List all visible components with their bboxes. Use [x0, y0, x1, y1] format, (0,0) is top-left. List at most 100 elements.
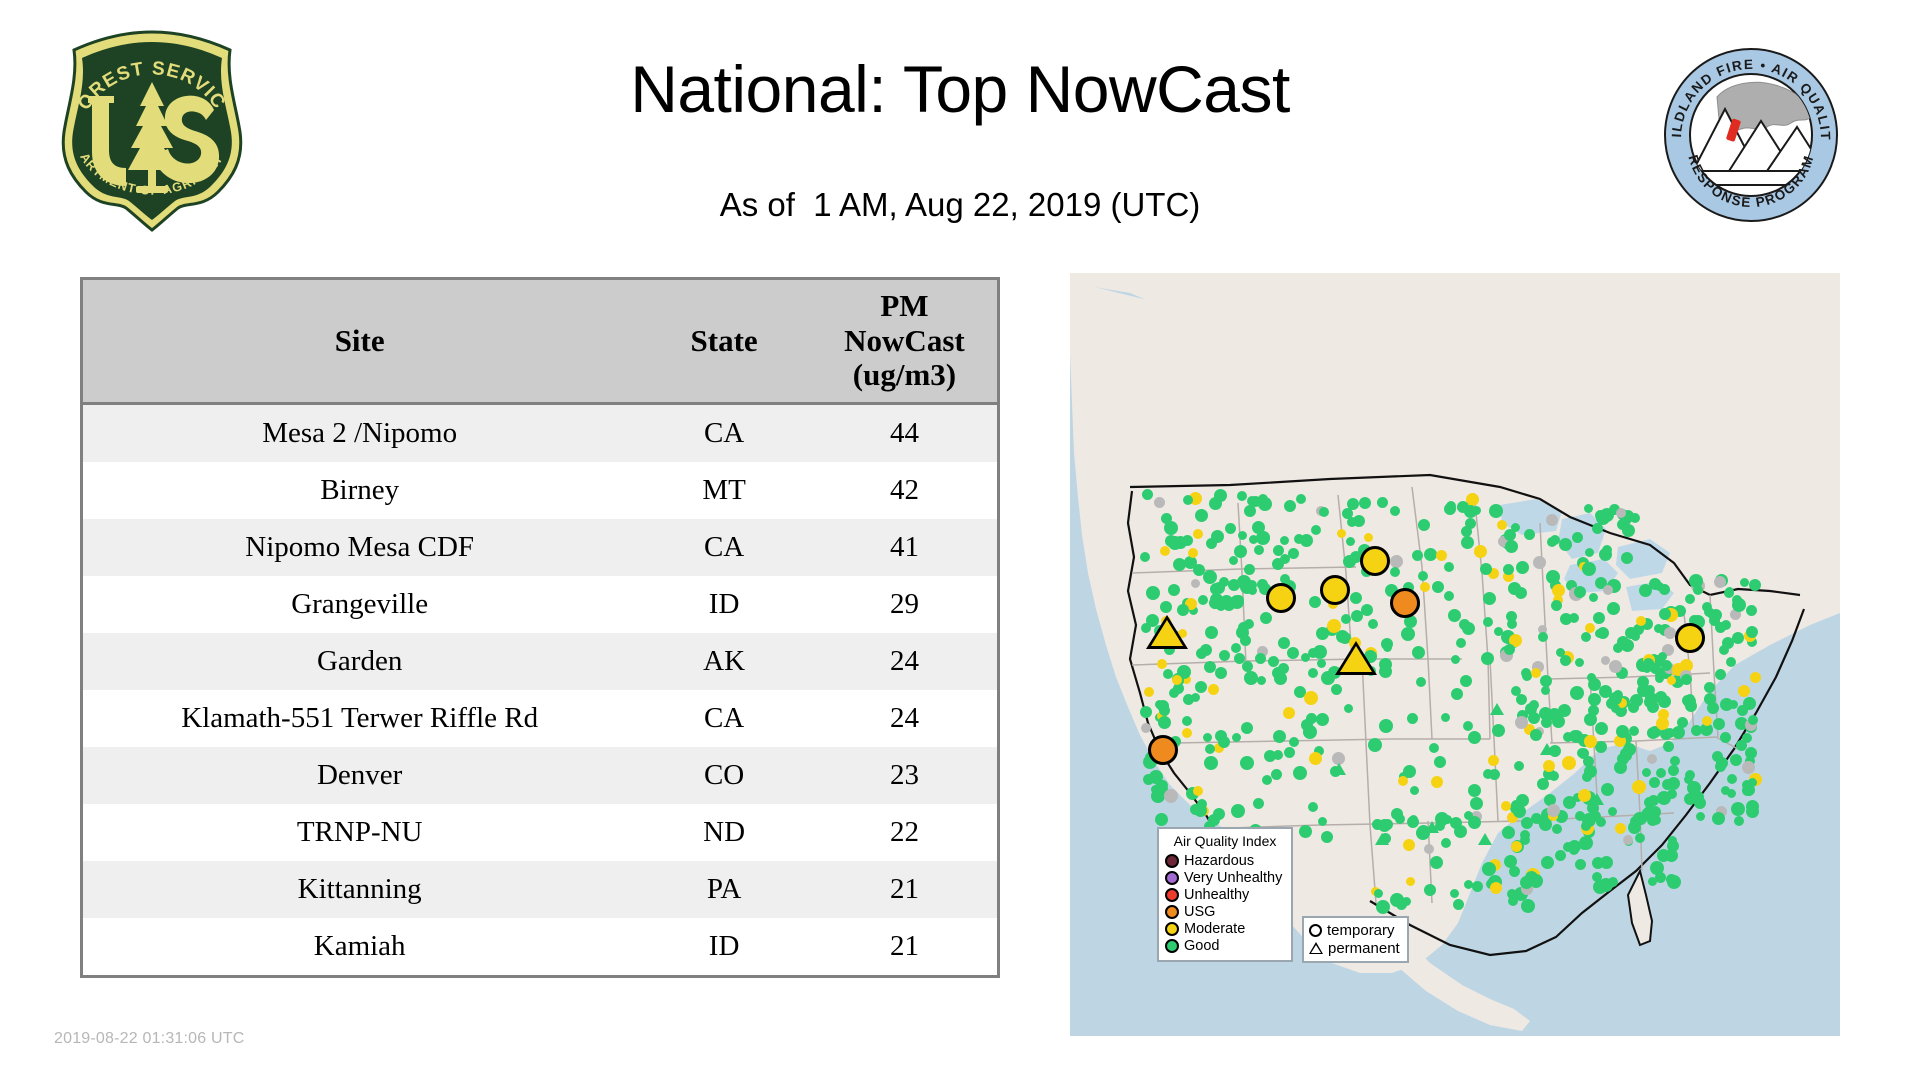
highlighted-temporary-monitor[interactable]	[1360, 546, 1390, 576]
highlighted-permanent-monitor[interactable]	[1335, 641, 1377, 675]
monitor-dot	[1233, 653, 1245, 665]
monitor-dot	[1341, 507, 1353, 519]
monitor-dot	[1460, 536, 1474, 550]
monitor-dot	[1209, 596, 1222, 609]
monitor-dot	[1244, 564, 1256, 576]
monitor-dot	[1309, 595, 1322, 608]
monitor-dot	[1350, 610, 1363, 623]
monitor-dot	[1593, 611, 1606, 624]
monitor-dot	[1668, 765, 1679, 777]
monitor-dot	[1244, 504, 1257, 517]
aqi-legend-row: Hazardous	[1165, 852, 1285, 869]
monitor-dot	[1593, 880, 1608, 895]
monitor-dot	[1162, 669, 1173, 679]
monitor-dot	[1173, 683, 1184, 695]
highlighted-temporary-monitor[interactable]	[1320, 575, 1350, 605]
monitor-dot	[1560, 613, 1573, 626]
map-panel[interactable]	[1070, 273, 1840, 1036]
monitor-dot	[1342, 555, 1356, 569]
monitor-dot	[1374, 889, 1384, 898]
monitor-dot	[1254, 545, 1265, 555]
table-row[interactable]: Birney MT 42	[81, 462, 999, 519]
monitor-dot	[1530, 728, 1543, 741]
monitor-dot	[1272, 544, 1284, 556]
monitor-dot	[1597, 511, 1610, 524]
monitor-triangle	[1540, 743, 1554, 755]
monitor-dot	[1657, 709, 1669, 721]
monitor-dot	[1287, 547, 1299, 559]
monitor-dot	[1417, 570, 1428, 581]
monitor-dot	[1523, 723, 1535, 735]
monitor-dot	[1482, 591, 1496, 605]
highlighted-permanent-monitor[interactable]	[1146, 615, 1188, 649]
monitor-dot	[1461, 525, 1473, 537]
monitor-dot	[1197, 799, 1207, 810]
highlighted-temporary-monitor[interactable]	[1266, 583, 1296, 613]
table-row[interactable]: Denver CO 23	[81, 747, 999, 804]
pm-nowcast-cell: 24	[811, 633, 999, 690]
monitor-dot	[1148, 770, 1163, 785]
monitor-dot	[1666, 676, 1676, 685]
table-row[interactable]: Mesa 2 /Nipomo CA 44	[81, 403, 999, 462]
table-row[interactable]: Nipomo Mesa CDF CA 41	[81, 519, 999, 576]
monitor-dot	[1395, 814, 1406, 824]
monitor-dot	[1315, 627, 1329, 641]
monitor-dot	[1448, 609, 1462, 623]
monitor-dot	[1182, 495, 1193, 506]
monitor-dot	[1651, 815, 1662, 826]
monitor-dot	[1747, 715, 1758, 726]
wildland-fire-air-quality-seal-logo: WILDLAND FIRE • AIR QUALITY RESPONSE PRO…	[1656, 35, 1839, 223]
monitor-dot	[1615, 823, 1627, 834]
monitor-dot	[1390, 567, 1401, 578]
monitor-dot	[1496, 520, 1507, 530]
monitor-dot	[1181, 535, 1193, 547]
monitor-dot	[1193, 786, 1204, 797]
monitor-dot	[1620, 639, 1634, 653]
monitor-dot	[1424, 883, 1437, 896]
monitor-dot	[1379, 718, 1394, 733]
monitor-dot	[1684, 593, 1695, 604]
monitor-dot	[1450, 889, 1460, 899]
monitor-dot	[1249, 496, 1261, 508]
monitor-dot	[1558, 703, 1571, 717]
table-row[interactable]: Grangeville ID 29	[81, 576, 999, 633]
monitor-dot	[1368, 619, 1379, 630]
monitor-dot	[1234, 594, 1245, 605]
monitor-dot	[1318, 817, 1328, 827]
monitor-dot	[1567, 840, 1581, 854]
monitor-dot	[1696, 812, 1706, 822]
monitor-dot	[1745, 746, 1757, 759]
monitor-dot	[1295, 494, 1306, 504]
monitor-dot	[1649, 776, 1661, 788]
monitor-dot	[1551, 600, 1563, 611]
highlighted-temporary-monitor[interactable]	[1675, 623, 1705, 653]
table-row[interactable]: Kamiah ID 21	[81, 918, 999, 977]
monitor-dot	[1537, 777, 1550, 790]
monitor-dot	[1647, 877, 1657, 886]
monitor-dot	[1218, 650, 1230, 662]
monitor-dot	[1430, 776, 1443, 789]
monitor-dot	[1358, 497, 1371, 509]
monitor-dot	[1731, 598, 1746, 613]
highlighted-temporary-monitor[interactable]	[1390, 588, 1420, 618]
monitor-dot	[1688, 573, 1703, 588]
monitor-dot	[1480, 651, 1494, 665]
table-row[interactable]: TRNP-NU ND 22	[81, 804, 999, 861]
monitor-dot	[1712, 750, 1724, 762]
table-row[interactable]: Klamath-551 Terwer Riffle Rd CA 24	[81, 690, 999, 747]
monitor-dot	[1307, 668, 1318, 678]
monitor-dot	[1214, 730, 1227, 742]
monitor-dot	[1227, 579, 1240, 591]
table-row[interactable]: Kittanning PA 21	[81, 861, 999, 918]
highlighted-temporary-monitor[interactable]	[1148, 735, 1178, 765]
site-cell: Klamath-551 Terwer Riffle Rd	[81, 690, 637, 747]
monitor-dot	[1647, 727, 1657, 738]
monitor-dot	[1482, 616, 1493, 627]
monitor-dot	[1560, 654, 1572, 666]
table-row[interactable]: Garden AK 24	[81, 633, 999, 690]
monitor-dot	[1645, 684, 1656, 695]
monitor-dot	[1407, 712, 1419, 724]
monitor-dot	[1520, 830, 1530, 841]
monitor-dot	[1690, 724, 1702, 736]
monitor-dot	[1725, 656, 1736, 667]
